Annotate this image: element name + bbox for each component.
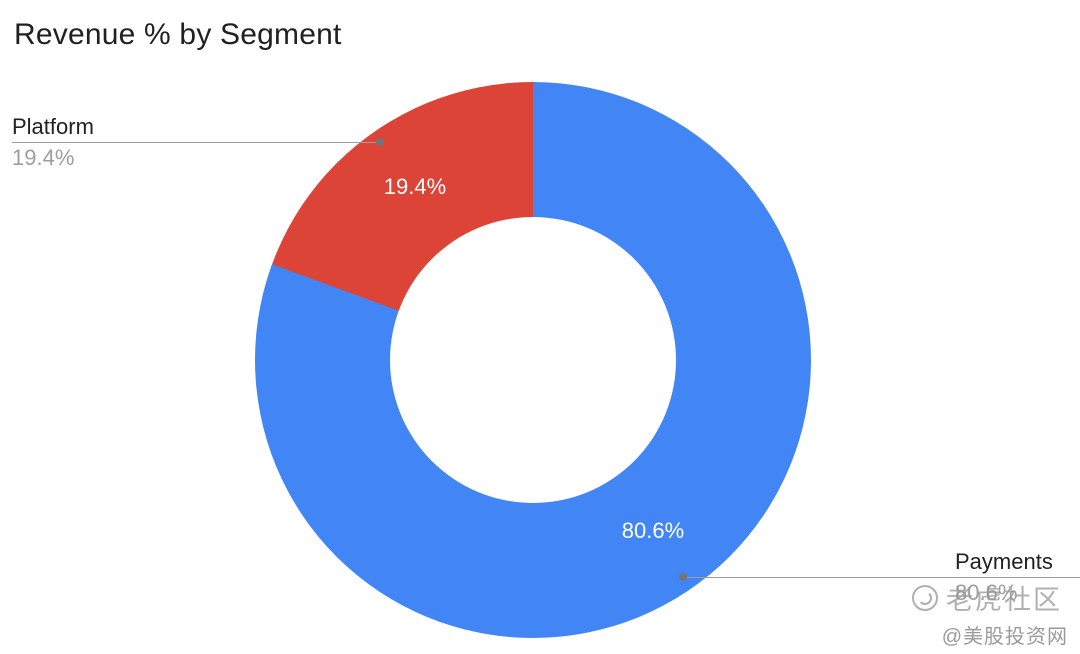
leader-line-platform (12, 142, 380, 143)
donut-hole (390, 217, 676, 503)
watermark-community-text: 老虎社区 (946, 585, 1062, 615)
watermark-community: 老虎社区 (912, 578, 1062, 617)
leader-line-payments (683, 577, 1080, 578)
tiger-logo-icon (912, 584, 938, 611)
callout-percent-payments: 80.6% (955, 580, 1018, 605)
leader-dot-platform (376, 138, 384, 146)
leader-dot-payments (679, 573, 687, 581)
slice-value-label-platform: 19.4% (383, 174, 447, 199)
slice-value-label-payments: 80.6% (621, 518, 685, 543)
callout-percent-platform: 19.4% (12, 145, 75, 170)
callout-label-platform: Platform (12, 114, 94, 139)
chart-title: Revenue % by Segment (14, 18, 342, 51)
watermark-handle: @美股投资网 (941, 626, 1068, 648)
callout-label-payments: Payments (955, 549, 1053, 574)
